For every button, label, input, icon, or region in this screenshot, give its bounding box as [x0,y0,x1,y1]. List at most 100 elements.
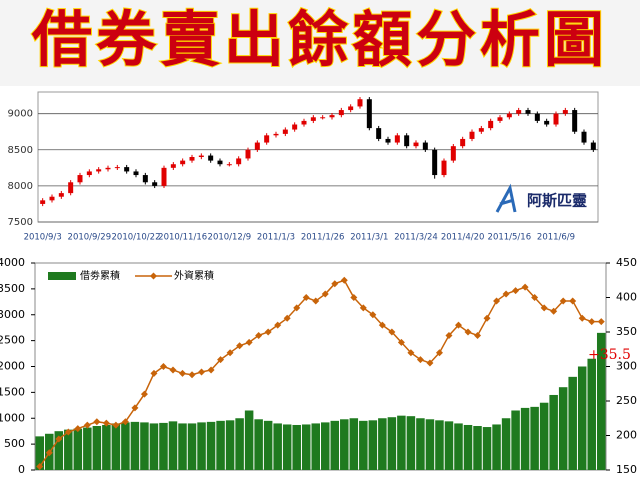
bar [558,387,568,470]
candle-body [376,128,382,139]
y2-tick-label: 150 [616,463,637,476]
candle-body [245,149,251,159]
bar [473,426,482,470]
line-marker [179,369,187,377]
y2-tick-label: 300 [616,360,637,373]
annotation: +35.5 [588,347,631,363]
candle-body [142,175,148,183]
line-marker [512,287,520,295]
candle-body [254,142,260,150]
candle-body [96,169,102,172]
bar [282,424,292,470]
line-marker [550,307,558,315]
line-marker [207,366,215,374]
bar [359,420,368,470]
bar [463,424,473,470]
candle-body [133,171,139,176]
line-marker [198,368,206,376]
x-tick-label: 2010/9/3 [24,233,62,243]
legend-label: 借劵累積 [80,269,120,282]
bar [596,332,606,470]
line-marker [540,304,548,312]
line-marker [217,356,225,364]
bar [349,418,359,470]
line-marker [369,311,377,319]
x-tick-label: 2011/1/3 [257,233,295,243]
y-tick-label: 7500 [8,217,33,228]
candle-body [525,110,531,114]
candle-body [170,164,176,168]
y2-tick-label: 450 [616,256,637,269]
line-marker [188,371,196,379]
candle-body [441,160,447,176]
y-tick-label: 2500 [0,334,25,347]
line-marker [521,283,529,291]
bar [121,422,130,470]
bar [235,418,244,470]
bar [178,423,187,470]
line-marker [293,304,301,312]
line-marker [112,421,120,429]
bar [140,422,149,470]
line-marker [169,366,177,374]
candle-body [506,113,512,118]
candle-body [394,135,400,143]
bar [577,366,587,470]
y2-tick-label: 200 [616,429,637,442]
y-tick-label: 8500 [8,145,33,156]
x-tick-label: 2010/12/9 [208,233,252,243]
y2-tick-label: 350 [616,325,637,338]
line-marker [331,280,339,288]
candle-body [68,182,74,194]
candle-body [49,196,55,201]
line-marker [150,369,158,377]
line-marker [83,421,91,429]
banner-title: 借券賣出餘額分析圖 [31,6,608,76]
line-marker [445,331,453,339]
candle-body [562,110,568,114]
bar [54,431,64,470]
line-marker [159,363,167,370]
candle-body [282,129,288,134]
line-marker [578,314,586,322]
line-marker [531,294,539,301]
line-marker [55,435,63,443]
candle-body [488,120,494,129]
line-marker [264,328,272,336]
line-marker [140,390,148,398]
candle-body [292,124,298,130]
candle-body [180,160,186,165]
line-marker [597,318,605,326]
candle-body [404,135,410,147]
logo-text: 阿斯匹靈 [527,192,587,210]
bar [330,420,340,470]
line-marker [236,342,244,350]
line-marker [378,321,386,329]
bar [311,423,320,470]
candle-body [413,142,419,147]
candle-body [450,146,456,161]
y-tick-label: 3000 [0,308,25,321]
candle-body [114,167,120,169]
bar [273,423,282,470]
candle-body [478,128,484,132]
x-tick-label: 2011/6/9 [537,233,575,243]
line-marker [493,297,501,305]
line-marker [464,328,472,336]
y-tick-label: 1500 [0,385,25,398]
candle-body [516,110,522,114]
candle-body [105,167,111,170]
bar [530,406,539,470]
line-marker [312,297,320,305]
line-marker [426,359,434,367]
candle-body [310,117,316,121]
bar [397,415,406,470]
bar [130,421,140,470]
bar [425,419,435,470]
y-tick-label: 0 [18,463,25,476]
bar [64,429,73,470]
line-marker [474,331,482,339]
line-marker [274,321,282,329]
bar [549,394,558,470]
